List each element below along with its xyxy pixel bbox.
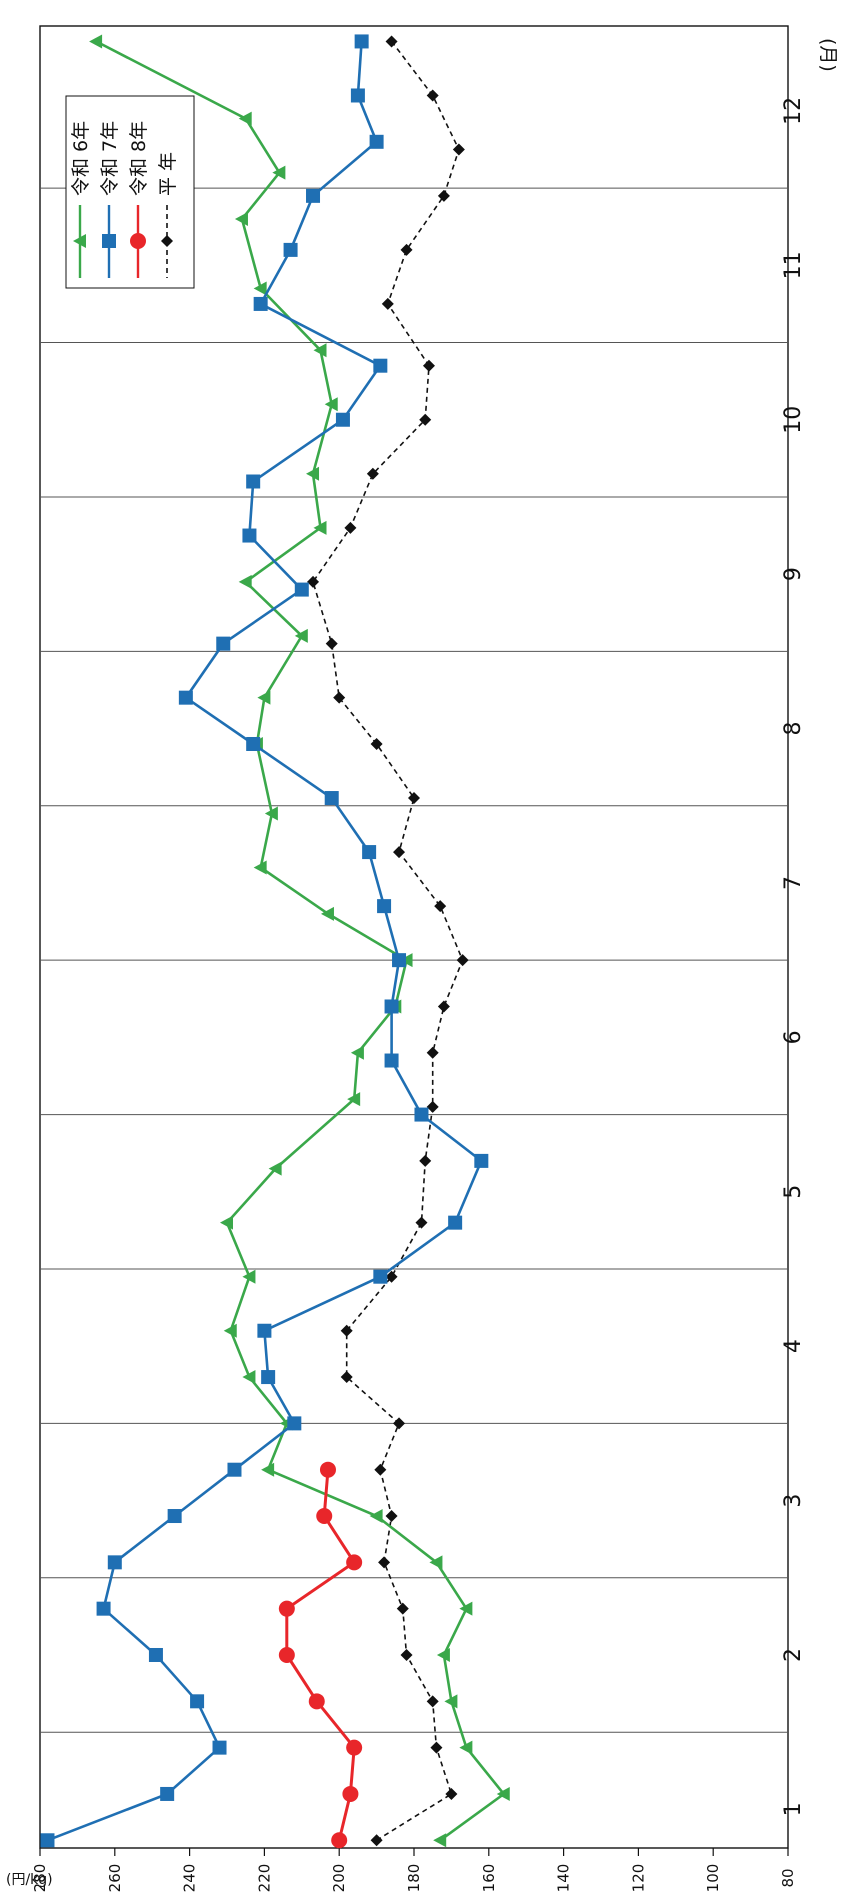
data-point [261,1370,275,1384]
data-point [279,1647,295,1663]
data-point [284,243,298,257]
data-point [346,1740,362,1756]
legend-marker [130,233,146,249]
data-point [213,1741,227,1755]
data-point [325,791,339,805]
value-axis: 280 260 240 220 200 180 160 140 120 100 80 [31,1848,797,1892]
value-tick-label: 260 [106,1864,124,1893]
month-tick-label: 6 [781,1030,806,1044]
data-point [108,1555,122,1569]
data-point [246,737,260,751]
month-tick-label: 10 [781,406,806,434]
value-tick-label: 180 [405,1864,423,1893]
data-point [370,135,384,149]
month-tick-label: 11 [781,251,806,279]
legend-marker [102,234,116,248]
data-point [216,637,230,651]
data-point [40,1833,54,1847]
value-tick-label: 140 [555,1864,573,1893]
data-point [355,34,369,48]
data-point [179,691,193,705]
legend-label: 令和 8年 [128,121,150,196]
data-point [295,583,309,597]
data-point [149,1648,163,1662]
month-tick-label: 5 [781,1185,806,1199]
month-tick-label: 12 [781,97,806,125]
data-point [306,189,320,203]
data-point [414,1108,428,1122]
data-point [227,1463,241,1477]
data-point [362,845,376,859]
data-point [320,1462,336,1478]
data-point [190,1694,204,1708]
data-point [246,475,260,489]
data-point [257,1324,271,1338]
data-point [385,999,399,1013]
value-tick-label: 100 [704,1864,722,1893]
data-point [168,1509,182,1523]
month-tick-label: 2 [781,1648,806,1662]
month-tick-label: 3 [781,1494,806,1508]
data-point [309,1693,325,1709]
data-point [351,88,365,102]
month-tick-label: 1 [781,1802,806,1816]
legend: 令和 6年 令和 7年 令和 8年平 年 [66,96,194,288]
data-point [97,1602,111,1616]
value-tick-label: 120 [629,1864,647,1893]
month-tick-label: 4 [781,1339,806,1353]
value-tick-label: 220 [255,1864,273,1893]
data-point [377,899,391,913]
value-tick-label: 240 [181,1864,199,1893]
value-tick-label: 160 [480,1864,498,1893]
data-point [342,1786,358,1802]
x-unit-label: (月) [817,38,839,72]
y-unit-label: (円/kg) [6,1872,53,1888]
data-point [279,1601,295,1617]
month-tick-label: 8 [781,722,806,736]
value-tick-label: 80 [779,1868,797,1887]
legend-label: 令和 6年 [70,121,92,196]
data-point [448,1216,462,1230]
month-tick-label: 7 [781,876,806,890]
value-tick-label: 200 [330,1864,348,1893]
data-point [316,1508,332,1524]
data-point [242,529,256,543]
data-point [474,1154,488,1168]
data-point [392,953,406,967]
plot-area [40,26,788,1848]
data-point [287,1416,301,1430]
data-point [336,413,350,427]
month-tick-label: 9 [781,567,806,581]
data-point [254,297,268,311]
data-point [331,1832,347,1848]
legend-label: 平 年 [157,152,179,196]
data-point [160,1787,174,1801]
data-point [385,1054,399,1068]
legend-label: 令和 7年 [99,121,121,196]
data-point [373,1270,387,1284]
data-point [346,1554,362,1570]
data-point [373,359,387,373]
